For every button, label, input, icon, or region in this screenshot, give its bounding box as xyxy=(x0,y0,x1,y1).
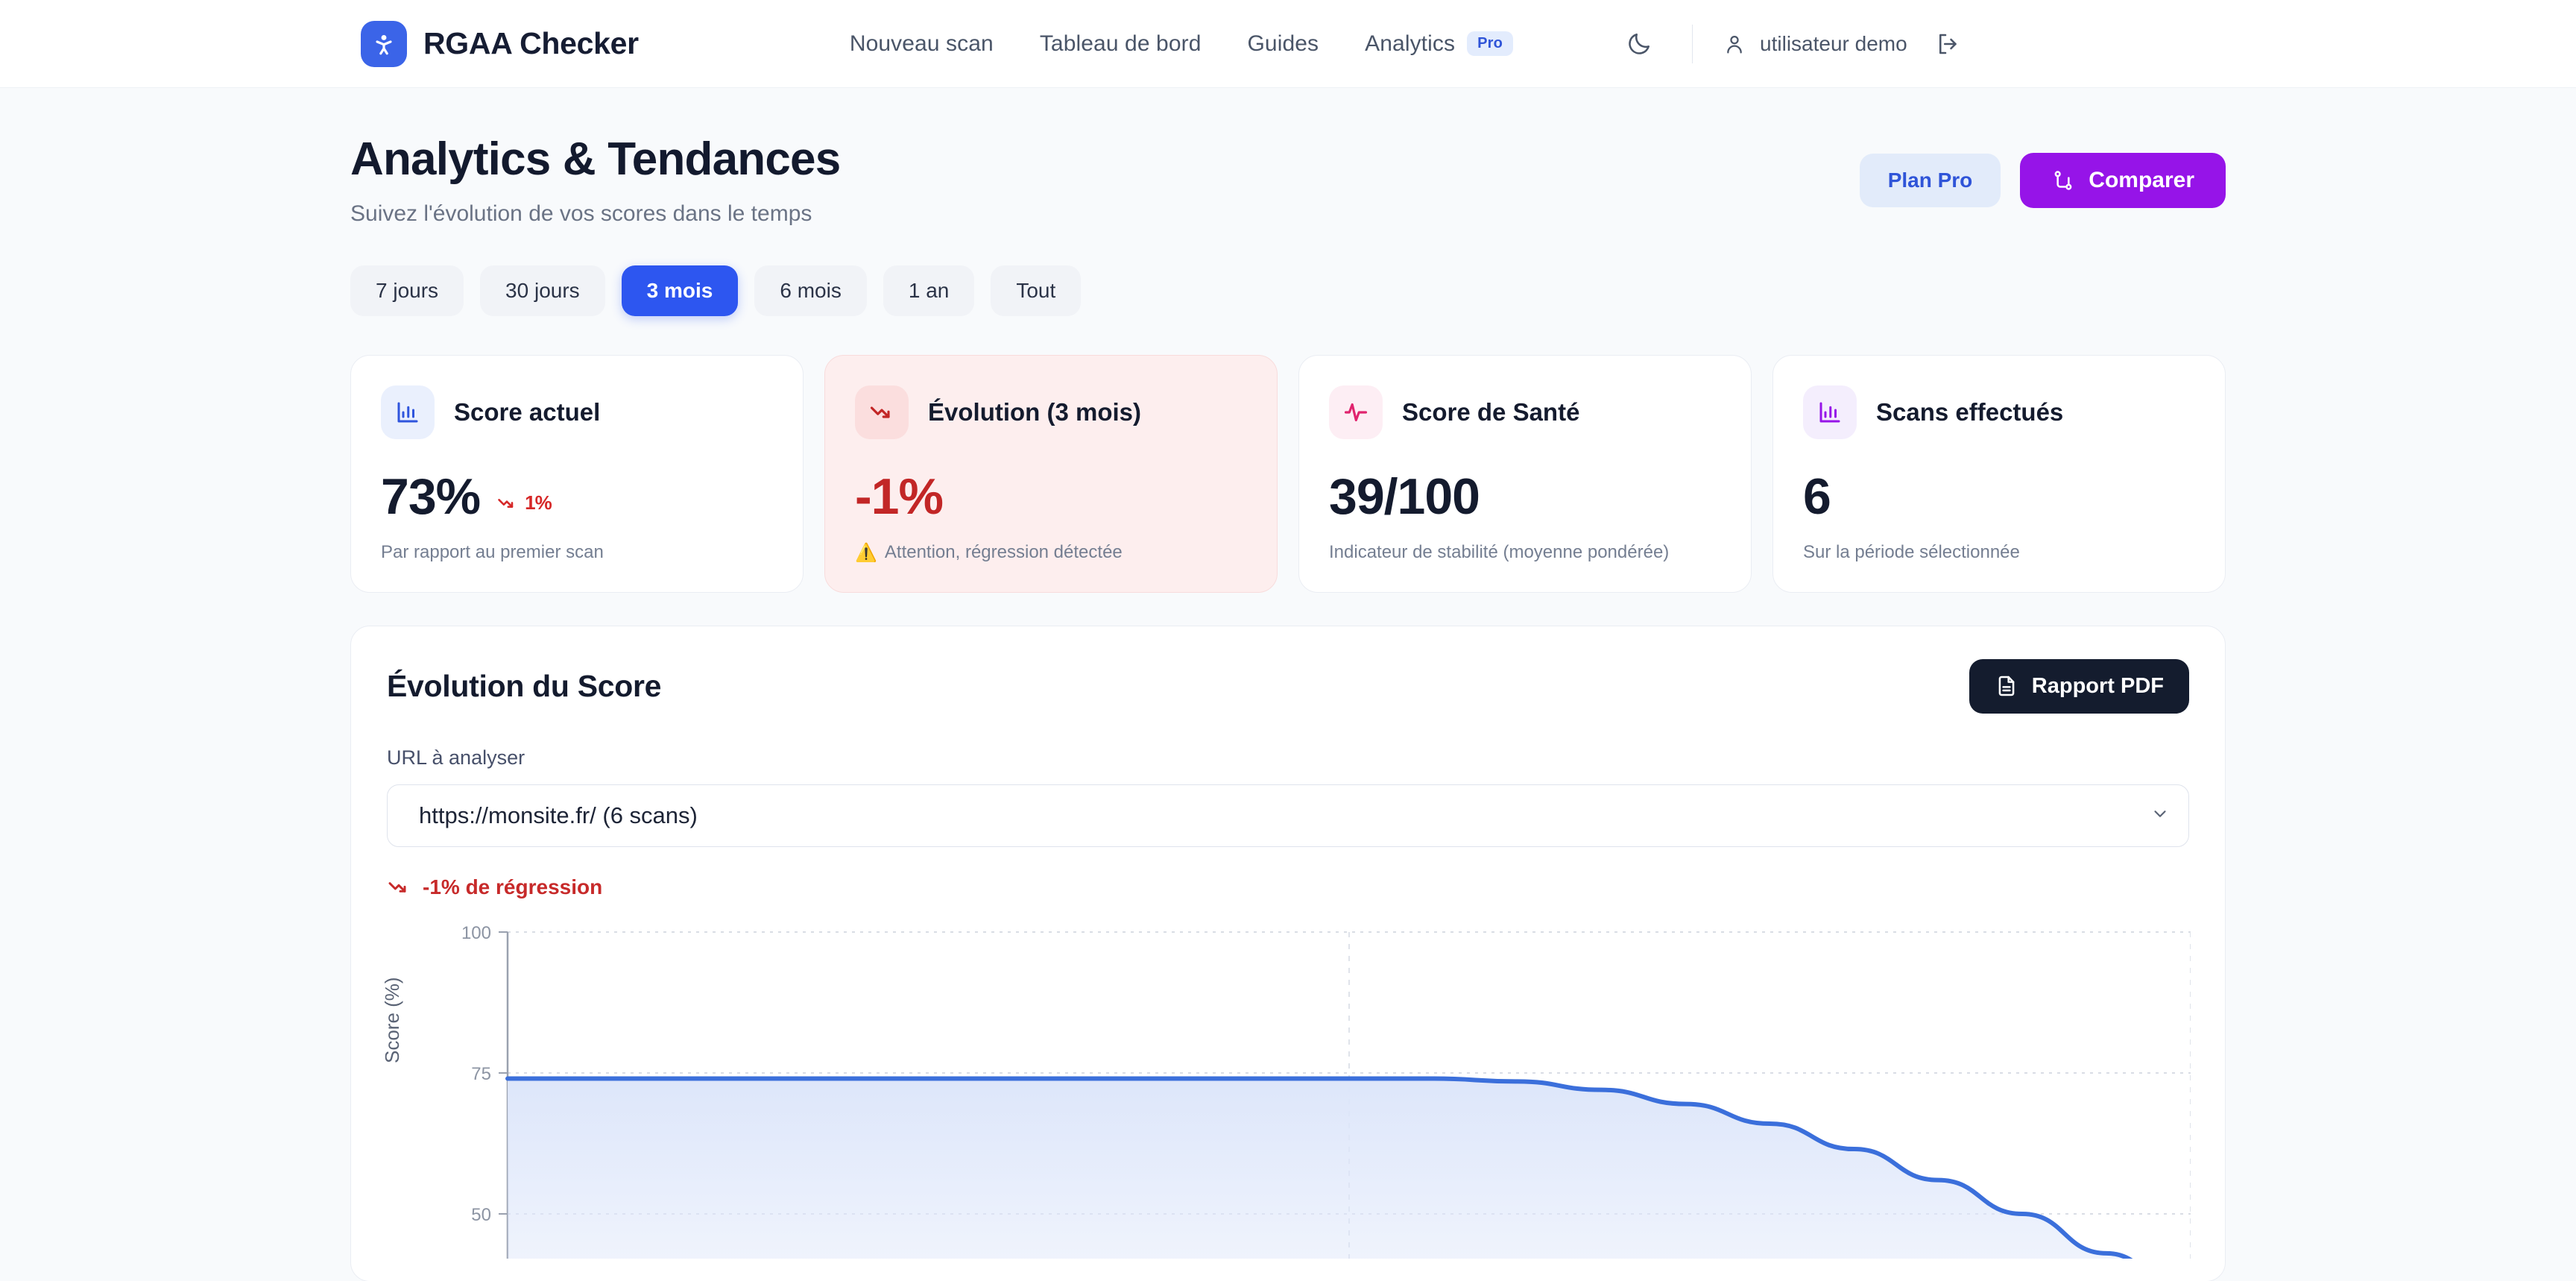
bar-chart-icon xyxy=(381,385,435,439)
stat-card-delta-value: 1% xyxy=(525,491,552,514)
url-select[interactable]: https://monsite.fr/ (6 scans) xyxy=(387,784,2189,847)
user-chip[interactable]: utilisateur demo xyxy=(1723,32,1907,56)
stat-card-note: Indicateur de stabilité (moyenne pondéré… xyxy=(1329,541,1670,562)
top-navbar: RGAA Checker Nouveau scan Tableau de bor… xyxy=(0,0,2576,88)
regression-text: -1% de régression xyxy=(423,875,603,898)
activity-icon xyxy=(1329,385,1383,439)
period-30-jours[interactable]: 30 jours xyxy=(480,265,605,316)
stat-card-value: -1% xyxy=(855,468,944,525)
user-name: utilisateur demo xyxy=(1760,31,1907,55)
user-icon xyxy=(1727,35,1742,53)
primary-nav: Nouveau scan Tableau de bord Guides Anal… xyxy=(850,31,1514,57)
plan-pro-button[interactable]: Plan Pro xyxy=(1859,154,2001,207)
pdf-report-label: Rapport PDF xyxy=(2031,673,2164,698)
chart-area-fill xyxy=(508,1078,2191,1259)
stat-card-scans-effectues: Scans effectués 6 Sur la période sélecti… xyxy=(1772,354,2226,593)
panel-header: Évolution du Score Rapport PDF xyxy=(387,658,2189,714)
chart-y-tick-label: 50 xyxy=(471,1205,491,1225)
period-7-jours[interactable]: 7 jours xyxy=(350,265,464,316)
warning-icon: ⚠️ xyxy=(855,542,877,563)
url-field-label: URL à analyser xyxy=(387,746,525,769)
nav-right-group: utilisateur demo xyxy=(1616,21,1961,67)
accessibility-person-icon xyxy=(376,34,392,54)
nav-link-tableau-de-bord[interactable]: Tableau de bord xyxy=(1040,31,1202,57)
nav-link-guides[interactable]: Guides xyxy=(1247,31,1319,57)
stat-card-note-text: Attention, régression détectée xyxy=(884,542,1123,563)
page-content: Analytics & Tendances Suivez l'évolution… xyxy=(350,88,2226,1281)
score-evolution-chart: Score (%) 100 75 50 xyxy=(381,916,2191,1259)
stat-card-head: Score de Santé xyxy=(1329,385,1721,439)
page-title: Analytics & Tendances xyxy=(350,133,841,185)
period-filter-group: 7 jours 30 jours 3 mois 6 mois 1 an Tout xyxy=(350,265,2226,316)
pdf-report-button[interactable]: Rapport PDF xyxy=(1969,658,2189,714)
stat-card-title: Évolution (3 mois) xyxy=(928,397,1142,426)
git-compare-icon xyxy=(2054,171,2072,190)
url-select-wrap: https://monsite.fr/ (6 scans) xyxy=(387,784,2189,847)
stat-card-note: Par rapport au premier scan xyxy=(381,541,604,562)
file-text-icon xyxy=(1998,676,2015,696)
bar-chart-icon xyxy=(1803,385,1857,439)
stat-card-note: Sur la période sélectionnée xyxy=(1803,541,2020,562)
stat-card-value-row: -1% xyxy=(855,468,1247,526)
page-subtitle: Suivez l'évolution de vos scores dans le… xyxy=(350,201,812,226)
page-header-text: Analytics & Tendances Suivez l'évolution… xyxy=(350,133,841,227)
stat-card-title: Score de Santé xyxy=(1402,397,1580,426)
score-evolution-panel: Évolution du Score Rapport PDF URL à ana… xyxy=(350,625,2226,1281)
nav-link-analytics[interactable]: Analytics Pro xyxy=(1365,31,1514,57)
stat-card-value: 39/100 xyxy=(1329,468,1480,525)
stat-card-note: ⚠️ Attention, régression détectée xyxy=(855,542,1247,564)
compare-button-label: Comparer xyxy=(2089,168,2194,192)
period-3-mois[interactable]: 3 mois xyxy=(621,265,739,316)
stat-card-head: Scans effectués xyxy=(1803,385,2195,439)
trending-down-icon xyxy=(498,499,514,508)
chart-svg: 100 75 50 xyxy=(461,923,2191,1259)
nav-label: Tableau de bord xyxy=(1039,31,1202,56)
chart-line xyxy=(505,1076,2133,1259)
panel-title: Évolution du Score xyxy=(387,668,662,703)
compare-button[interactable]: Comparer xyxy=(2020,153,2226,208)
stat-cards: Score actuel 73% 1% Par rapport au premi… xyxy=(350,354,2226,593)
stat-card-value-row: 73% 1% xyxy=(381,468,773,526)
trending-down-icon xyxy=(388,882,406,893)
nav-label: Nouveau scan xyxy=(849,31,994,56)
regression-indicator: -1% de régression xyxy=(387,875,2189,899)
period-1-an[interactable]: 1 an xyxy=(883,265,975,316)
stat-card-head: Évolution (3 mois) xyxy=(855,385,1247,439)
brand-logo-group[interactable]: RGAA Checker xyxy=(361,20,639,67)
pro-badge: Pro xyxy=(1467,31,1514,56)
stat-card-value-row: 39/100 xyxy=(1329,468,1721,526)
nav-link-nouveau-scan[interactable]: Nouveau scan xyxy=(850,31,994,57)
nav-divider xyxy=(1692,24,1693,63)
stat-card-value: 6 xyxy=(1803,468,1831,525)
nav-label: Analytics xyxy=(1365,31,1456,56)
stat-card-title: Scans effectués xyxy=(1876,397,2064,426)
moon-icon[interactable] xyxy=(1616,21,1662,67)
stat-card-title: Score actuel xyxy=(454,397,601,426)
trending-down-icon xyxy=(855,385,909,439)
period-6-mois[interactable]: 6 mois xyxy=(754,265,867,316)
chart-y-tick-label: 75 xyxy=(471,1064,491,1084)
logout-icon[interactable] xyxy=(1934,31,1961,57)
nav-label: Guides xyxy=(1247,31,1319,56)
stat-card-head: Score actuel xyxy=(381,385,773,439)
stat-card-score-sante: Score de Santé 39/100 Indicateur de stab… xyxy=(1298,354,1752,593)
app-logo-icon xyxy=(361,20,407,67)
stat-card-value-row: 6 xyxy=(1803,468,2195,526)
stat-card-score-actuel: Score actuel 73% 1% Par rapport au premi… xyxy=(350,354,804,593)
stat-card-value: 73% xyxy=(381,468,481,525)
header-actions: Plan Pro Comparer xyxy=(1859,135,2226,208)
chart-y-tick-label: 100 xyxy=(461,923,491,943)
stat-card-delta: 1% xyxy=(496,491,552,514)
brand-name: RGAA Checker xyxy=(423,26,639,60)
stat-card-evolution: Évolution (3 mois) -1% ⚠️ Attention, rég… xyxy=(824,354,1278,593)
page-header: Analytics & Tendances Suivez l'évolution… xyxy=(350,133,2226,227)
period-tout[interactable]: Tout xyxy=(991,265,1082,316)
